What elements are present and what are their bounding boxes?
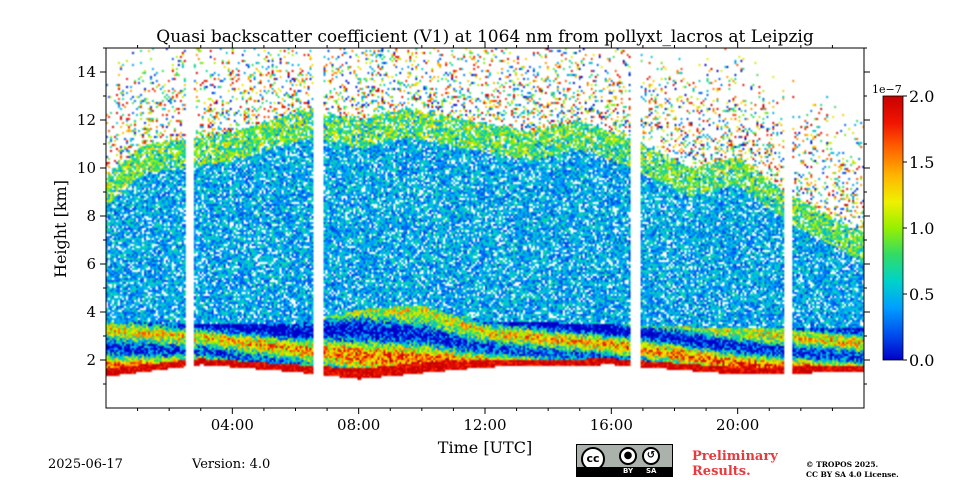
- sa-share-alike-icon: ↺: [642, 447, 660, 465]
- colorbar-tick-label: 1.0: [909, 219, 934, 238]
- cc-badge-strip: [577, 467, 672, 476]
- y-tick-label: 10: [77, 159, 96, 177]
- colorbar-tick-label: 0.5: [909, 285, 934, 304]
- y-tick-label: 12: [77, 111, 96, 129]
- preliminary-line-2: Results.: [692, 464, 751, 479]
- colorbar-tick-label: 2.0: [909, 87, 934, 106]
- footer-date: 2025-06-17: [48, 457, 123, 472]
- x-tick-label: 12:00: [463, 416, 506, 434]
- x-tick-label: 20:00: [716, 416, 759, 434]
- copyright-notice: © TROPOS 2025. CC BY SA 4.0 License.: [806, 460, 899, 480]
- y-tick-label: 14: [77, 63, 96, 81]
- y-tick-label: 6: [86, 255, 96, 273]
- heatmap-canvas: [106, 48, 864, 408]
- by-attribution-icon: ●: [619, 447, 637, 465]
- y-tick-label: 4: [86, 303, 96, 321]
- plot-axes: 04:00 08:00 12:00 16:00 20:00 2 4 6 8 10 12 14: [77, 42, 870, 434]
- colorbar-multiplier: 1e−7: [872, 83, 902, 96]
- colorbar-gradient: [882, 95, 904, 361]
- cc-license-badge[interactable]: cc ● ↺ BY SA: [576, 444, 673, 477]
- y-tick-label: 8: [86, 207, 96, 225]
- colorbar: 1e−7 0.0 0.5 1.0 1.5 2.0: [872, 83, 934, 370]
- y-axis-label: Height [km]: [51, 180, 70, 278]
- y-tick-label: 2: [86, 351, 96, 369]
- by-label: BY: [623, 467, 634, 475]
- preliminary-notice: Preliminary Results.: [692, 449, 778, 479]
- x-tick-label: 04:00: [211, 416, 254, 434]
- x-axis-label: Time [UTC]: [438, 438, 532, 457]
- copyright-line-2: CC BY SA 4.0 License.: [806, 470, 899, 479]
- backscatter-heatmap-image: [106, 48, 864, 408]
- colorbar-tick-label: 1.5: [909, 153, 934, 172]
- footer-version: Version: 4.0: [192, 457, 271, 472]
- x-tick-label: 08:00: [337, 416, 380, 434]
- x-tick-label: 16:00: [590, 416, 633, 434]
- copyright-line-1: © TROPOS 2025.: [806, 460, 879, 469]
- chart-title: Quasi backscatter coefficient (V1) at 10…: [156, 27, 814, 47]
- sa-label: SA: [646, 467, 657, 475]
- preliminary-line-1: Preliminary: [692, 449, 778, 464]
- colorbar-tick-label: 0.0: [909, 351, 934, 370]
